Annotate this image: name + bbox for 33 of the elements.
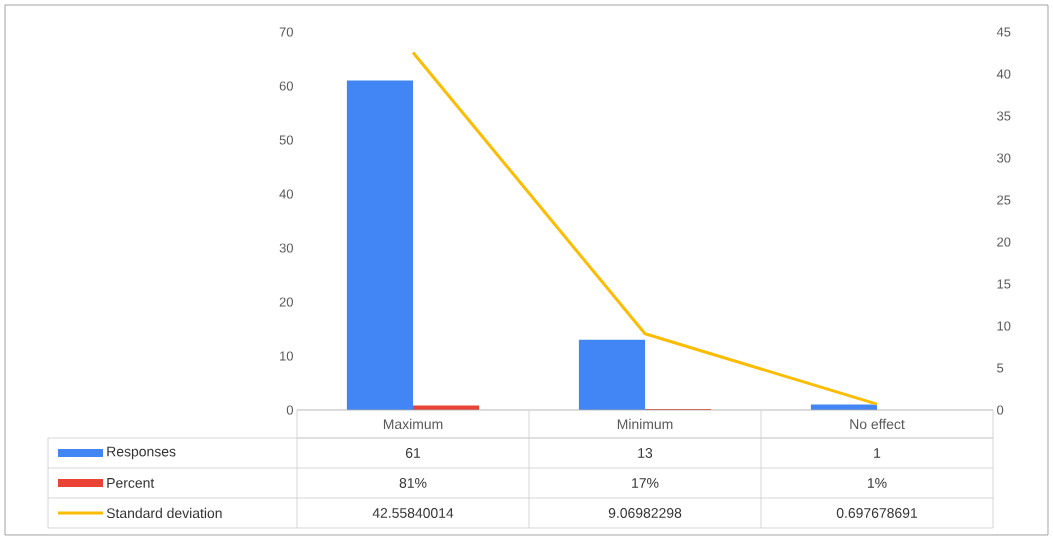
y-tick-label: 20 <box>279 297 293 307</box>
legend-label: Standard deviation <box>106 507 222 519</box>
data-label: 17% <box>632 478 659 488</box>
y2-tick-label: 45 <box>996 27 1011 37</box>
legend-label: Responses <box>107 446 176 460</box>
x-tick-label: Minimum <box>617 418 673 430</box>
data-label: 1% <box>867 478 887 488</box>
legend-label: Percent <box>107 478 155 488</box>
data-label: 42.55840014 <box>372 508 454 518</box>
y-tick-label: 70 <box>279 27 293 37</box>
x-tick-label: Maximum <box>383 418 443 430</box>
data-label: 61 <box>405 448 421 458</box>
y2-tick-label: 5 <box>997 363 1004 373</box>
y-tick-label: 30 <box>279 243 293 253</box>
data-label: 81% <box>399 478 427 488</box>
y-tick-label: 50 <box>279 135 293 145</box>
y2-tick-label: 35 <box>997 111 1011 121</box>
y2-tick-label: 0 <box>997 405 1004 415</box>
y2-tick-label: 10 <box>997 321 1011 331</box>
y2-tick-label: 15 <box>997 279 1011 289</box>
y-tick-label: 40 <box>279 189 293 199</box>
data-label: 13 <box>638 448 653 458</box>
data-label: 1 <box>874 448 881 458</box>
y-tick-label: 10 <box>280 351 293 361</box>
y2-tick-label: 30 <box>997 153 1011 163</box>
y2-tick-label: 25 <box>997 195 1011 205</box>
data-label: 0.697678691 <box>836 508 918 518</box>
y-tick-label: 60 <box>279 81 293 91</box>
y-tick-label: 0 <box>286 405 293 415</box>
y2-tick-label: 20 <box>997 237 1011 247</box>
y2-tick-label: 40 <box>996 69 1011 79</box>
x-tick-label: No effect <box>850 418 905 430</box>
data-label: 9.06982298 <box>608 508 682 518</box>
